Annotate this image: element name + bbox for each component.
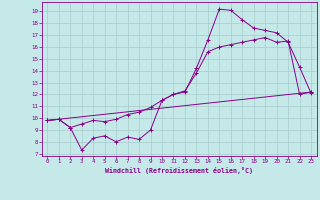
- X-axis label: Windchill (Refroidissement éolien,°C): Windchill (Refroidissement éolien,°C): [105, 167, 253, 174]
